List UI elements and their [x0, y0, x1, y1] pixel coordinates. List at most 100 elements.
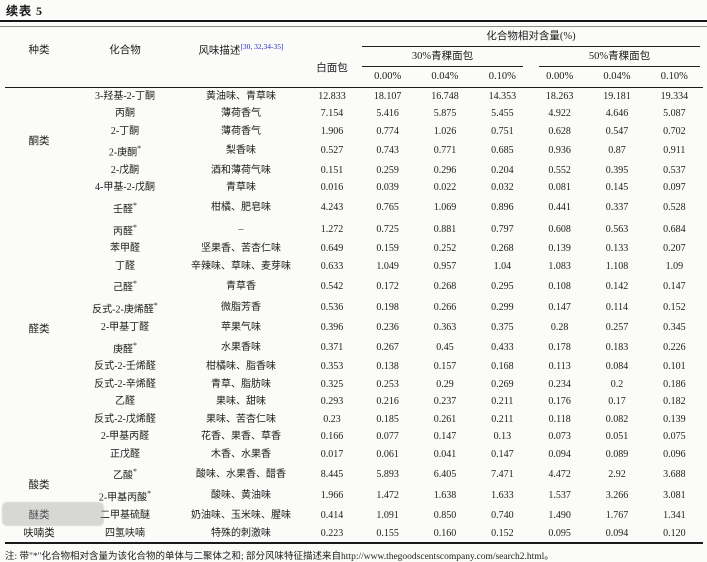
value-cell: 0.743 [376, 145, 399, 157]
value-cell: 1.767 [605, 510, 629, 522]
value-cell: 0.139 [663, 413, 686, 425]
value-cell: 0.223 [320, 527, 344, 539]
value-cell: 0.041 [433, 448, 457, 460]
value-cell: 0.152 [663, 302, 686, 314]
top-rule-thin [0, 26, 707, 27]
value-cell: 1.537 [548, 490, 571, 502]
table-row: 丁醛 辛辣味、草味、麦芽味 0.633 1.049 0.957 1.04 1.083 1.10… [5, 258, 703, 276]
value-cell: 0.774 [376, 125, 399, 137]
value-cell: 0.016 [320, 182, 344, 194]
value-cell: 0.211 [491, 413, 514, 425]
table-row: 醚类 二甲基硫醚 奶油味、玉米味、腥味 0.414 1.091 0.850 0.740 1.4… [5, 507, 703, 525]
table-header: 种类 化合物 风味描述[30, 32,34-35] 白面包 化合物相对含量(%)… [5, 27, 703, 88]
value-cell: 0.396 [320, 322, 344, 334]
value-cell: 0.375 [491, 322, 514, 334]
flavor-cell: 柑橘、肥皂味 [211, 201, 271, 213]
value-cell: 0.198 [376, 302, 399, 314]
value-cell: 0.608 [548, 223, 571, 235]
value-cell: 0.073 [548, 431, 571, 443]
compound-cell: 正戊醛 [110, 448, 140, 460]
value-cell: 0.17 [608, 396, 626, 408]
value-cell: 3.081 [663, 490, 686, 502]
value-cell: 7.154 [320, 108, 344, 119]
table-row: 2-丁酮 薄荷香气 1.906 0.774 1.026 0.751 0.628 0.547 0.… [5, 123, 703, 141]
compound-cell: 2-甲基丁醛 [100, 322, 150, 334]
value-cell: 1.09 [665, 260, 684, 272]
table-row: 己醛* 青草香 0.542 0.172 0.268 0.295 0.108 0.142 0.14… [5, 275, 703, 297]
value-cell: 0.084 [605, 361, 629, 373]
value-cell: 1.272 [320, 223, 344, 235]
value-cell: 0.114 [605, 302, 629, 314]
value-cell: 0.527 [320, 145, 344, 157]
value-cell: 0.207 [663, 243, 686, 255]
value-cell: 0.563 [605, 223, 629, 235]
dimer-marker: * [133, 222, 137, 232]
value-cell: 0.740 [491, 510, 514, 522]
value-cell: 0.337 [605, 201, 629, 213]
header-sub-50-2: 0.10% [645, 67, 703, 88]
value-cell: 0.537 [663, 164, 686, 176]
value-cell: 0.032 [491, 182, 514, 194]
value-cell: 0.87 [608, 145, 626, 157]
table-row: 反式-2-壬烯醛 柑橘味、脂香味 0.353 0.138 0.157 0.168 0.113… [5, 358, 703, 376]
value-cell: 0.552 [548, 164, 571, 176]
table-row: 丙醛* – 1.272 0.725 0.881 0.797 0.608 0.563 0.684 [5, 219, 703, 241]
value-cell: 0.166 [320, 431, 344, 443]
compound-cell: 二甲基硫醚 [100, 510, 150, 522]
value-cell: 0.702 [663, 125, 686, 137]
value-cell: 0.160 [433, 527, 457, 539]
value-cell: 0.089 [605, 448, 629, 460]
compound-cell: 2-戊酮 [110, 164, 140, 176]
flavor-cell: 奶油味、玉米味、腥味 [191, 510, 291, 522]
value-cell: 0.536 [320, 302, 344, 314]
table-row: 反式-2-辛烯醛 青草、脂肪味 0.325 0.253 0.29 0.269 0.234 0.… [5, 376, 703, 394]
value-cell: 0.628 [548, 125, 571, 137]
compound-cell: 2-甲基丙醛 [100, 431, 150, 443]
header-sub-50-1: 0.04% [588, 67, 646, 88]
flavor-cell: 酸味、水果香、醋香 [196, 468, 286, 480]
value-cell: 0.542 [320, 280, 344, 292]
value-cell: 5.893 [376, 468, 399, 480]
value-cell: 0.182 [663, 396, 686, 408]
flavor-cell: 梨香味 [226, 145, 256, 157]
value-cell: 0.395 [605, 164, 629, 176]
value-cell: 0.147 [548, 302, 571, 314]
flavor-cell: 果味、苦杏仁味 [206, 413, 276, 425]
flavor-cell: – [238, 223, 244, 235]
header-sub-30-0: 0.00% [359, 67, 417, 88]
header-flavor: 风味描述[30, 32,34-35] [177, 27, 305, 88]
value-cell: 0.157 [433, 361, 457, 373]
compound-cell: 2-丁酮 [110, 125, 140, 137]
value-cell: 0.101 [663, 361, 686, 373]
header-sub-30-2: 0.10% [473, 67, 531, 88]
value-cell: 0.547 [605, 125, 629, 137]
value-cell: 0.685 [491, 145, 514, 157]
compound-cell: 丁醛 [115, 260, 135, 272]
value-cell: 1.472 [376, 490, 399, 502]
value-cell: 7.471 [491, 468, 514, 480]
value-cell: 0.725 [376, 223, 399, 235]
value-cell: 0.236 [376, 322, 399, 334]
value-cell: 0.266 [433, 302, 457, 314]
compound-cell: 乙酸* [113, 467, 137, 482]
value-cell: 0.45 [436, 341, 454, 353]
flavor-cell: 坚果香、苦杏仁味 [201, 243, 281, 255]
flavor-cell: 辛辣味、草味、麦芽味 [191, 260, 291, 272]
value-cell: 0.051 [605, 431, 629, 443]
group-label: 醚类 [28, 510, 50, 522]
value-cell: 0.142 [605, 280, 629, 292]
value-cell: 0.253 [376, 378, 399, 390]
dimer-marker: * [147, 489, 152, 499]
header-group-30: 30%青稞面包 [359, 47, 531, 67]
value-cell: 0.147 [491, 448, 514, 460]
compound-cell: 丙醛* [113, 222, 137, 237]
table-row: 反式-2-庚烯醛* 微脂芳香 0.536 0.198 0.266 0.299 0.147 0.… [5, 297, 703, 319]
table-row: 2-甲基丁醛 苹果气味 0.396 0.236 0.363 0.375 0.28 0.257 0… [5, 319, 703, 337]
value-cell: 0.765 [376, 201, 399, 213]
value-cell: 0.147 [433, 431, 457, 443]
compound-cell: 3-羟基-2-丁酮 [95, 90, 155, 102]
header-relative-content-label: 化合物相对含量(%) [362, 28, 700, 47]
value-cell: 1.049 [376, 260, 399, 272]
value-cell: 0.118 [548, 413, 571, 425]
compound-table: 种类 化合物 风味描述[30, 32,34-35] 白面包 化合物相对含量(%)… [5, 27, 703, 545]
